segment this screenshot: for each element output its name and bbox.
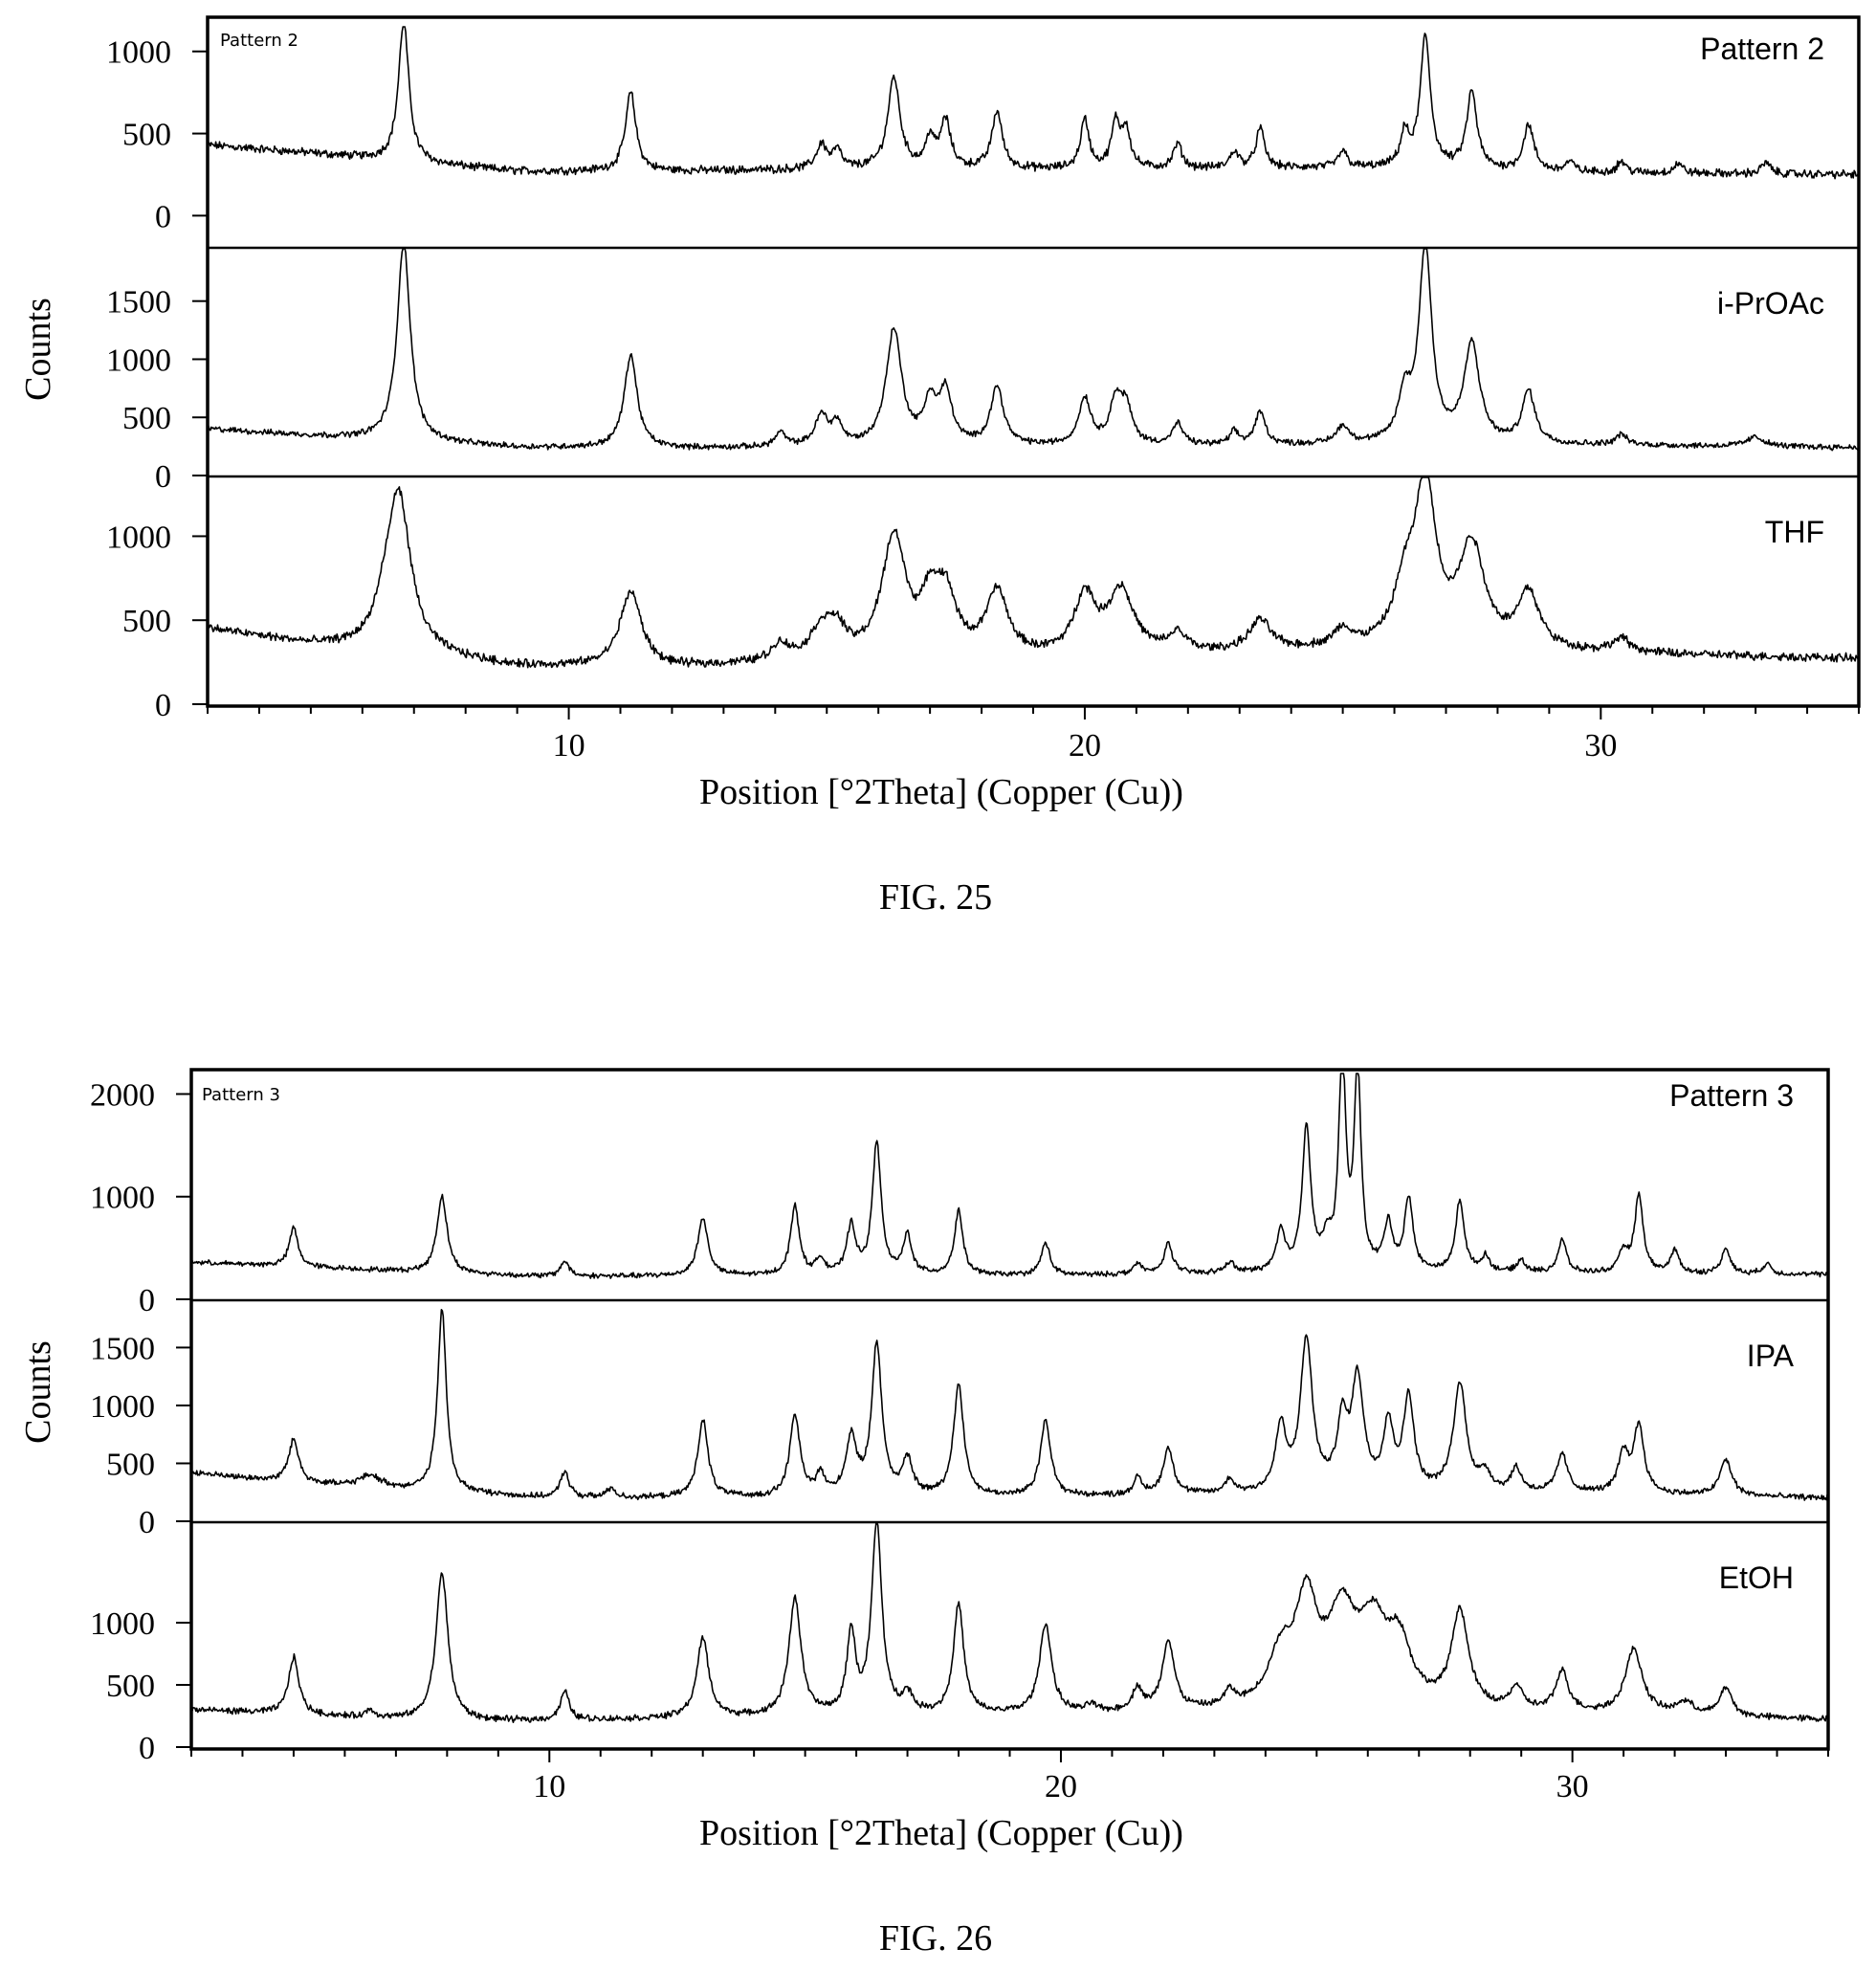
series-label: EtOH: [1719, 1561, 1794, 1595]
fig25-caption: FIG. 25: [879, 877, 992, 918]
y-tick-label: 0: [155, 459, 171, 495]
fig26-axes: 10 20 30 0 1000 2000 Pattern 3 0 500 1000 1500 IPA 0…: [90, 1068, 1830, 1804]
series-line-pattern-2: [207, 26, 1860, 180]
y-tick-label: 500: [122, 604, 171, 639]
fig25-xlabel: Position [°2Theta] (Copper (Cu)): [699, 772, 1183, 812]
series-line-thf: [207, 476, 1860, 669]
fig25-pattern-lines: [207, 26, 1860, 669]
series-label: Pattern 2: [1700, 32, 1824, 66]
series-label: Pattern 3: [1669, 1078, 1794, 1113]
plot-frame: [206, 15, 1861, 708]
series-line-ipa: [190, 1309, 1829, 1501]
y-tick-label: 500: [122, 118, 171, 153]
series-label: THF: [1765, 515, 1824, 549]
fig26-inset-label: Pattern 3: [202, 1085, 280, 1105]
series-line-pattern-3: [190, 1073, 1829, 1279]
fig26-ylabel: Counts: [18, 1340, 58, 1444]
figure-26: 10 20 30 0 1000 2000 Pattern 3 0 500 1000 1500 IPA 0…: [18, 1068, 1830, 1959]
y-tick-label: 2000: [90, 1077, 155, 1113]
figure-25: 10 20 30 0 500 1000 Pattern 2 0 500 1000 1500 i-PrO…: [18, 15, 1861, 918]
fig25-ylabel: Counts: [18, 298, 58, 401]
y-tick-label: 500: [106, 1669, 155, 1704]
y-tick-label: 500: [106, 1447, 155, 1482]
y-tick-label: 0: [139, 1505, 155, 1540]
x-tick-label: 10: [553, 728, 585, 764]
y-tick-label: 0: [155, 688, 171, 723]
series-label: IPA: [1747, 1339, 1795, 1373]
series-line-i-proac: [207, 248, 1860, 452]
series-label: i-PrOAc: [1717, 286, 1824, 321]
fig26-pattern-lines: [190, 1073, 1829, 1723]
y-tick-label: 1000: [106, 520, 171, 555]
y-tick-label: 1500: [90, 1331, 155, 1366]
y-tick-label: 1000: [90, 1606, 155, 1642]
y-tick-label: 0: [139, 1731, 155, 1766]
x-tick-label: 20: [1045, 1769, 1077, 1804]
y-tick-label: 1000: [90, 1389, 155, 1425]
x-tick-label: 30: [1556, 1769, 1589, 1804]
x-tick-label: 30: [1584, 728, 1617, 764]
y-tick-label: 1000: [106, 35, 171, 71]
x-tick-label: 10: [533, 1769, 565, 1804]
fig25-inset-label: Pattern 2: [220, 31, 298, 51]
y-tick-label: 0: [155, 199, 171, 234]
y-tick-label: 1500: [106, 285, 171, 321]
fig26-caption: FIG. 26: [879, 1918, 992, 1959]
fig25-axes: 10 20 30 0 500 1000 Pattern 2 0 500 1000 1500 i-PrO…: [106, 15, 1861, 764]
y-tick-label: 1000: [106, 343, 171, 378]
series-line-etoh: [190, 1522, 1829, 1723]
y-tick-label: 500: [122, 401, 171, 436]
y-tick-label: 1000: [90, 1181, 155, 1216]
x-tick-label: 20: [1069, 728, 1101, 764]
fig26-xlabel: Position [°2Theta] (Copper (Cu)): [699, 1813, 1183, 1853]
y-tick-label: 0: [139, 1283, 155, 1318]
